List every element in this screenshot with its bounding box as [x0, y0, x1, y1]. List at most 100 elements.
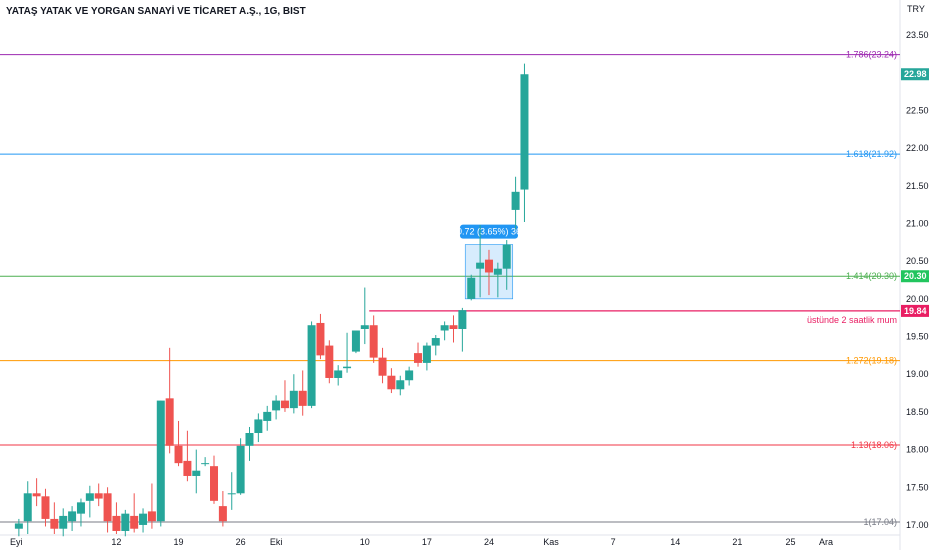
- candle-body: [147, 511, 156, 522]
- candle-33: [307, 321, 316, 409]
- candle-body: [511, 191, 520, 210]
- candle-body: [94, 493, 103, 499]
- candle-body: [484, 259, 493, 273]
- candle-body: [502, 244, 511, 269]
- candle-35: [325, 340, 334, 384]
- candle-body: [449, 325, 458, 329]
- candle-body: [32, 493, 41, 497]
- candle-11: [112, 502, 121, 534]
- candle-25: [236, 438, 245, 495]
- candle-43: [396, 375, 405, 396]
- candle-body: [41, 496, 50, 519]
- candle-body: [387, 375, 396, 390]
- candle-55: [502, 240, 511, 290]
- candle-22: [210, 455, 219, 504]
- fib-label-1: 1.618(21.92): [846, 149, 897, 159]
- candle-9: [94, 483, 103, 507]
- candle-30: [280, 380, 289, 412]
- candle-7: [76, 498, 85, 527]
- candle-18: [174, 420, 183, 467]
- candle-13: [130, 493, 139, 533]
- candle-34: [316, 313, 325, 360]
- candle-body: [245, 433, 254, 446]
- resistance-tag-bg: [901, 304, 929, 317]
- x-tick-6: 17: [422, 537, 432, 547]
- candle-42: [387, 368, 396, 394]
- candle-body: [174, 445, 183, 464]
- measure-label: 0.72 (3.65%) 36: [457, 227, 521, 237]
- resistance-tag: 19.84: [904, 306, 927, 316]
- candle-36: [334, 365, 343, 386]
- candle-body: [325, 345, 334, 378]
- candle-body: [85, 493, 94, 501]
- candle-body: [369, 325, 378, 358]
- candle-body: [360, 325, 369, 329]
- x-tick-3: 26: [236, 537, 246, 547]
- candle-body: [476, 262, 485, 269]
- x-tick-5: 10: [360, 537, 370, 547]
- chart-title: YATAŞ YATAK VE YORGAN SANAYİ VE TİCARET …: [6, 4, 306, 17]
- resistance-note: üstünde 2 saatlik mum: [807, 315, 897, 325]
- candle-14: [139, 508, 148, 533]
- candle-body: [298, 390, 307, 406]
- candle-48: [440, 321, 449, 341]
- candle-1: [23, 481, 32, 534]
- fib-label-3: 1.272(19.18): [846, 356, 897, 366]
- candle-body: [458, 310, 467, 329]
- candle-body: [76, 502, 85, 514]
- x-tick-10: 14: [670, 537, 680, 547]
- candle-45: [414, 342, 423, 367]
- candle-body: [431, 338, 440, 346]
- candle-37: [343, 332, 352, 373]
- y-tick-6: 20.00: [906, 294, 929, 304]
- candle-body: [520, 74, 529, 190]
- x-tick-8: Kas: [543, 537, 559, 547]
- candle-23: [218, 491, 227, 527]
- candle-53: [484, 249, 493, 296]
- candle-56: [511, 176, 520, 230]
- price-tag-0-bg: [901, 68, 929, 81]
- candle-body: [103, 493, 112, 522]
- candle-body: [227, 493, 236, 495]
- y-tick-7: 20.50: [906, 256, 929, 266]
- candle-body: [343, 366, 352, 369]
- candle-52: [476, 224, 485, 298]
- candle-body: [201, 463, 210, 465]
- price-tag-1: 20.30: [904, 271, 927, 281]
- candle-39: [360, 287, 369, 345]
- candle-body: [165, 398, 174, 446]
- x-tick-0: Eyi: [10, 537, 23, 547]
- candle-38: [351, 330, 360, 354]
- candle-50: [458, 307, 467, 352]
- candle-body: [334, 370, 343, 378]
- candle-body: [192, 470, 201, 476]
- y-tick-0: 17.00: [906, 520, 929, 530]
- candle-57: [520, 63, 529, 222]
- candle-body: [236, 445, 245, 494]
- candle-29: [272, 395, 281, 420]
- y-tick-2: 18.00: [906, 445, 929, 455]
- candle-body: [130, 515, 139, 529]
- y-tick-10: 22.00: [906, 143, 929, 153]
- price-tag-0: 22.98: [904, 69, 927, 79]
- candle-body: [121, 513, 130, 531]
- candle-54: [493, 262, 502, 298]
- candle-5: [59, 508, 68, 537]
- candle-6: [68, 506, 77, 531]
- candle-body: [59, 515, 68, 529]
- x-tick-1: 12: [111, 537, 121, 547]
- x-tick-11: 21: [732, 537, 742, 547]
- candle-47: [431, 335, 440, 356]
- y-tick-3: 18.50: [906, 407, 929, 417]
- candle-2: [32, 478, 41, 507]
- y-tick-1: 17.50: [906, 482, 929, 492]
- candle-32: [298, 370, 307, 416]
- candle-body: [378, 357, 387, 376]
- fib-label-0: 1.786(23.24): [846, 50, 897, 60]
- currency-label: TRY: [907, 4, 925, 14]
- x-tick-12: 25: [786, 537, 796, 547]
- candle-body: [139, 513, 148, 525]
- x-tick-2: 19: [174, 537, 184, 547]
- candle-body: [316, 322, 325, 356]
